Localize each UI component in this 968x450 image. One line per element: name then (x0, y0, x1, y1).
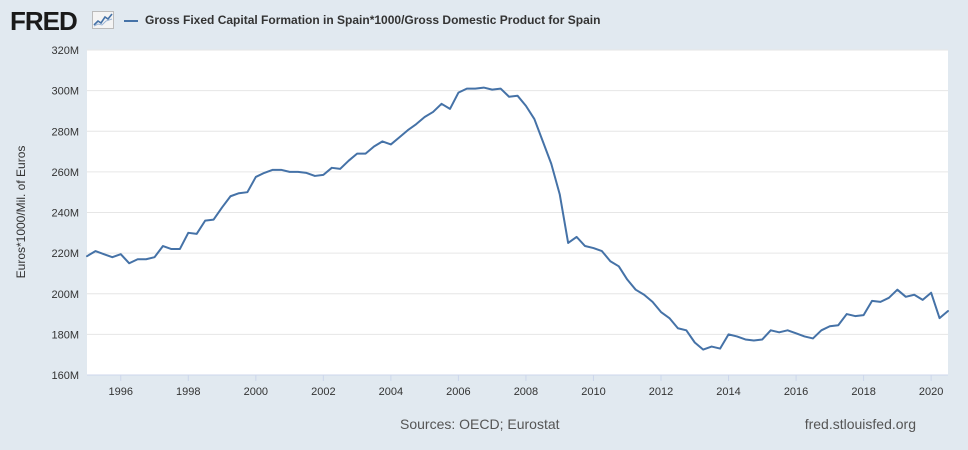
x-tick-label: 2020 (919, 386, 943, 398)
y-tick-label: 180M (51, 329, 79, 341)
y-tick-label: 300M (51, 86, 79, 98)
x-tick-label: 2018 (851, 386, 875, 398)
y-tick-label: 200M (51, 289, 79, 301)
x-tick-label: 2002 (311, 386, 335, 398)
y-axis-label: Euros*1000/Mil. of Euros (14, 146, 28, 279)
series-points (86, 87, 949, 350)
legend-series-label: Gross Fixed Capital Formation in Spain*1… (145, 13, 601, 27)
site-link[interactable]: fred.stlouisfed.org (804, 416, 916, 432)
x-tick-label: 2012 (649, 386, 673, 398)
gridlines (87, 49, 948, 376)
x-tick-label: 1998 (176, 386, 200, 398)
x-tick-label: 2004 (379, 386, 403, 398)
chart-header: FRED Gross Fixed Capital Formation in Sp… (0, 0, 968, 40)
fred-logo[interactable]: FRED (10, 6, 78, 36)
x-tick-label: 2008 (514, 386, 538, 398)
trend-line-icon (92, 11, 114, 29)
x-tick-label: 2000 (244, 386, 268, 398)
x-tick-label: 2014 (716, 386, 740, 398)
x-tick-label: 2010 (581, 386, 605, 398)
x-tick-label: 2006 (446, 386, 470, 398)
y-tick-label: 280M (51, 126, 79, 138)
sources-note: Sources: OECD; Eurostat (400, 416, 560, 432)
legend-series-swatch (124, 20, 138, 22)
x-axis-ticks: 1996 1998 2000 2002 2004 2006 2008 2010 2012 2014… (109, 375, 943, 398)
y-tick-label: 220M (51, 248, 79, 260)
y-tick-label: 240M (51, 208, 79, 220)
x-tick-label: 1996 (109, 386, 133, 398)
x-tick-label: 2016 (784, 386, 808, 398)
y-tick-label: 320M (51, 45, 79, 57)
y-tick-label: 160M (51, 370, 79, 382)
y-tick-label: 260M (51, 167, 79, 179)
y-axis-ticks: 160M 180M 200M 220M 240M 260M 280M 300M 320M (51, 45, 79, 382)
